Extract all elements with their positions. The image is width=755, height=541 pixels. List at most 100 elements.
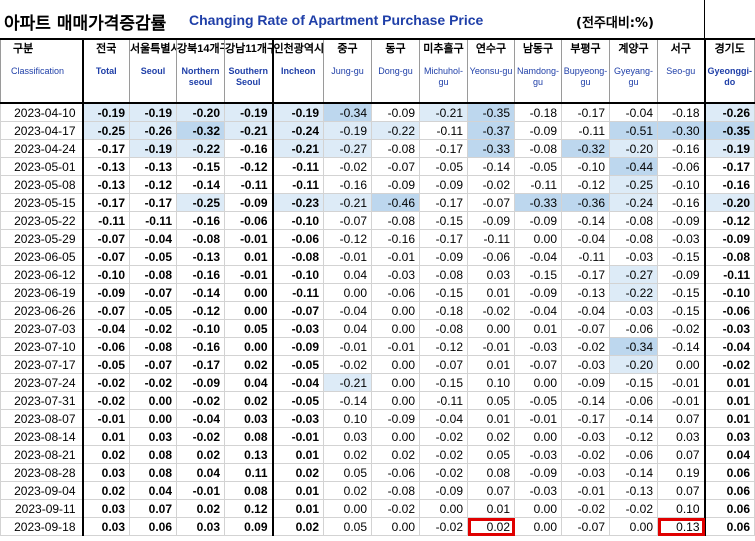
cell-incheon: -0.01 bbox=[271, 427, 324, 446]
cell-north: 0.03 bbox=[176, 517, 225, 536]
column-label-ko: 계양구 bbox=[618, 43, 649, 55]
cell-incheon: -0.09 bbox=[271, 337, 324, 356]
cell-bupyeong: -0.17 bbox=[561, 409, 610, 428]
cell-namdong: -0.09 bbox=[514, 121, 562, 140]
cell-gyeyang: -0.27 bbox=[609, 265, 658, 284]
cell-bupyeong: -0.32 bbox=[561, 139, 610, 158]
row-date: 2023-08-28 bbox=[0, 463, 83, 482]
cell-north: -0.09 bbox=[176, 373, 225, 392]
cell-dong: -0.01 bbox=[371, 247, 420, 266]
table-row: 2023-09-18 0.03 0.06 0.03 0.09 0.02 0.05 0.00 -0… bbox=[0, 517, 755, 536]
cell-north: -0.12 bbox=[176, 301, 225, 320]
column-label-ko: 남동구 bbox=[522, 43, 554, 55]
cell-dong: -0.09 bbox=[371, 102, 420, 122]
table-row: 2023-04-10 -0.19 -0.19 -0.20 -0.19 -0.19 -0.34… bbox=[0, 102, 755, 122]
cell-gyeonggi: -0.35 bbox=[703, 121, 755, 140]
cell-seoul: -0.08 bbox=[129, 337, 177, 356]
cell-seo: 0.00 bbox=[657, 355, 705, 374]
cell-incheon: -0.06 bbox=[271, 229, 324, 248]
cell-bupyeong: -0.03 bbox=[561, 427, 610, 446]
column-label-en: Dong-gu bbox=[378, 66, 413, 76]
cell-seoul: 0.04 bbox=[129, 481, 177, 500]
cell-south: 0.09 bbox=[224, 517, 273, 536]
cell-bupyeong: -0.12 bbox=[561, 175, 610, 194]
column-label-en: Yeonsu-gu bbox=[469, 66, 513, 76]
cell-gyeonggi: 0.01 bbox=[703, 373, 755, 392]
cell-gyeyang: -0.14 bbox=[609, 463, 658, 482]
price-change-table: 구분 Classification 전국 Total 서울특별시 Seoul 강북14개구 N… bbox=[0, 38, 755, 536]
cell-yeonsu: 0.10 bbox=[467, 373, 515, 392]
column-label-en: Classification bbox=[11, 66, 65, 76]
cell-seo: 0.07 bbox=[657, 409, 705, 428]
cell-north: -0.02 bbox=[176, 427, 225, 446]
cell-total: 0.01 bbox=[81, 427, 130, 446]
cell-yeonsu: -0.11 bbox=[467, 229, 515, 248]
cell-seo: 0.03 bbox=[657, 427, 705, 446]
table-row: 2023-04-17 -0.25 -0.26 -0.32 -0.21 -0.24 -0.19… bbox=[0, 121, 755, 140]
cell-jung: -0.02 bbox=[323, 157, 372, 176]
cell-bupyeong: -0.02 bbox=[561, 337, 610, 356]
cell-seo: -0.30 bbox=[657, 121, 705, 140]
cell-seoul: -0.05 bbox=[129, 247, 177, 266]
cell-incheon: -0.24 bbox=[271, 121, 324, 140]
table-row: 2023-08-28 0.03 0.08 0.04 0.11 0.02 0.05 -0.06-… bbox=[0, 463, 755, 482]
cell-yeonsu: -0.07 bbox=[467, 193, 515, 212]
table-row: 2023-07-10 -0.06 -0.08 -0.16 0.00 -0.09 -0.01-… bbox=[0, 337, 755, 356]
cell-namdong: 0.00 bbox=[514, 229, 562, 248]
cell-namdong: 0.01 bbox=[514, 319, 562, 338]
table-row: 2023-05-29 -0.07 -0.04 -0.08 -0.01 -0.06 -0.12… bbox=[0, 229, 755, 248]
cell-total: 0.03 bbox=[81, 499, 130, 518]
cell-michuhol: 0.00 bbox=[419, 499, 468, 518]
cell-seoul: -0.13 bbox=[129, 157, 177, 176]
cell-namdong: -0.11 bbox=[514, 175, 562, 194]
cell-south: -0.06 bbox=[224, 211, 273, 230]
cell-bupyeong: -0.11 bbox=[561, 121, 610, 140]
cell-namdong: -0.03 bbox=[514, 337, 562, 356]
cell-seo: 0.07 bbox=[657, 445, 705, 464]
cell-total: 0.03 bbox=[81, 517, 130, 536]
cell-seo: 0.10 bbox=[657, 499, 705, 518]
table-row: 2023-09-11 0.03 0.07 0.02 0.12 0.01 0.00 -0.02 0… bbox=[0, 499, 755, 518]
cell-gyeyang: -0.24 bbox=[609, 193, 658, 212]
row-date: 2023-09-04 bbox=[0, 481, 83, 500]
cell-seo: -0.01 bbox=[657, 391, 705, 410]
cell-yeonsu: 0.00 bbox=[467, 319, 515, 338]
cell-seoul: 0.00 bbox=[129, 391, 177, 410]
row-date: 2023-05-08 bbox=[0, 175, 83, 194]
cell-bupyeong: -0.11 bbox=[561, 247, 610, 266]
cell-gyeyang: -0.06 bbox=[609, 445, 658, 464]
cell-jung: -0.16 bbox=[323, 175, 372, 194]
cell-dong: -0.02 bbox=[371, 499, 420, 518]
cell-dong: -0.01 bbox=[371, 337, 420, 356]
title-english: Changing Rate of Apartment Purchase Pric… bbox=[189, 12, 484, 28]
cell-seoul: -0.12 bbox=[129, 175, 177, 194]
cell-dong: -0.08 bbox=[371, 211, 420, 230]
cell-bupyeong: -0.36 bbox=[561, 193, 610, 212]
cell-seoul: 0.08 bbox=[129, 445, 177, 464]
cell-south: 0.00 bbox=[224, 337, 273, 356]
cell-incheon: -0.11 bbox=[271, 175, 324, 194]
cell-total: -0.13 bbox=[81, 175, 130, 194]
cell-gyeonggi: -0.10 bbox=[703, 283, 755, 302]
cell-gyeonggi: -0.03 bbox=[703, 319, 755, 338]
cell-gyeyang: -0.13 bbox=[609, 481, 658, 500]
cell-namdong: -0.15 bbox=[514, 265, 562, 284]
cell-seoul: 0.06 bbox=[129, 517, 177, 536]
column-label-en: Namdong-gu bbox=[516, 66, 560, 87]
cell-jung: -0.02 bbox=[323, 355, 372, 374]
cell-namdong: -0.09 bbox=[514, 463, 562, 482]
cell-bupyeong: -0.07 bbox=[561, 319, 610, 338]
cell-south: -0.09 bbox=[224, 193, 273, 212]
column-header-date: 구분 Classification bbox=[0, 38, 83, 104]
column-label-ko: 부평구 bbox=[570, 43, 601, 55]
cell-incheon: -0.03 bbox=[271, 409, 324, 428]
cell-michuhol: -0.09 bbox=[419, 247, 468, 266]
cell-gyeonggi: -0.06 bbox=[703, 301, 755, 320]
cell-south: 0.11 bbox=[224, 463, 273, 482]
cell-namdong: -0.05 bbox=[514, 157, 562, 176]
row-date: 2023-06-19 bbox=[0, 283, 83, 302]
cell-north: -0.32 bbox=[176, 121, 225, 140]
cell-total: -0.17 bbox=[81, 193, 130, 212]
cell-michuhol: -0.02 bbox=[419, 463, 468, 482]
cell-south: -0.21 bbox=[224, 121, 273, 140]
